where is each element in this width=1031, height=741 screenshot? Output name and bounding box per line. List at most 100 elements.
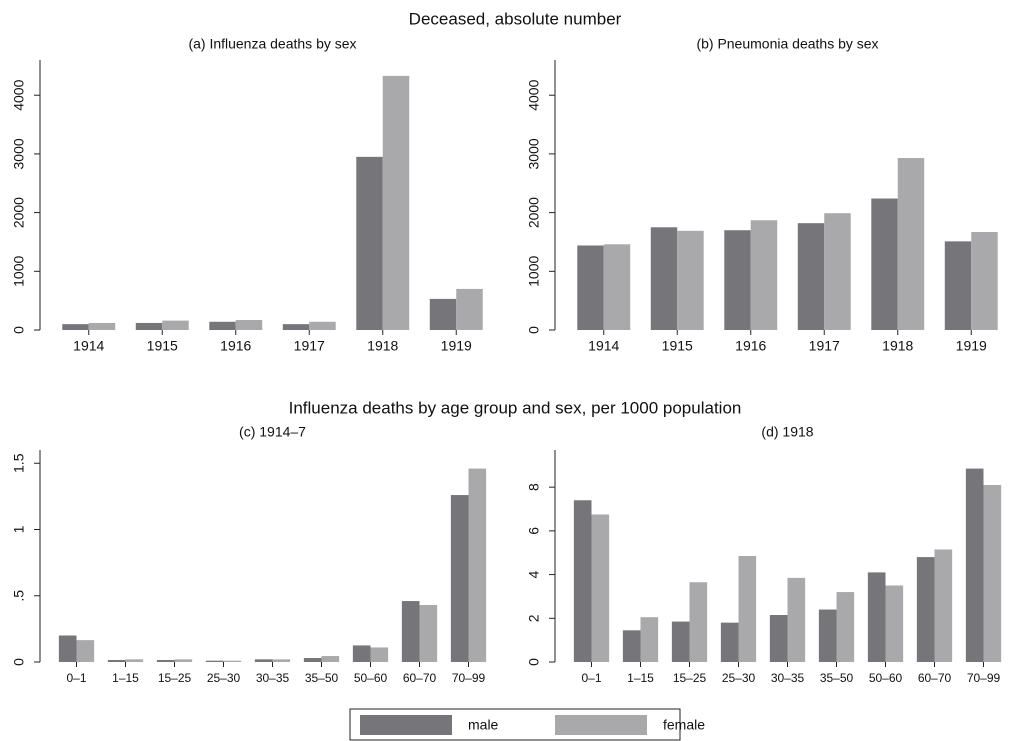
bar	[88, 322, 116, 330]
x-tick-label: 1914	[73, 338, 104, 354]
bar	[622, 630, 641, 662]
bar	[382, 75, 410, 330]
legend-label: male	[468, 717, 499, 733]
bar	[750, 220, 778, 330]
y-tick-label: 0	[526, 326, 542, 334]
bar	[720, 622, 739, 662]
x-tick-label: 0–1	[581, 671, 601, 685]
legend-box	[349, 708, 681, 741]
y-tick-label: 1000	[526, 256, 542, 287]
y-tick-label: 4	[526, 570, 542, 578]
bar	[769, 615, 788, 662]
bar	[235, 320, 263, 330]
bar	[650, 227, 678, 330]
bar	[867, 572, 886, 662]
bar	[356, 156, 383, 330]
y-tick-label: 4000	[11, 79, 27, 110]
bar	[724, 230, 751, 330]
x-tick-label: 25–30	[722, 671, 756, 685]
x-tick-label: 1919	[441, 338, 472, 354]
bar	[738, 556, 757, 662]
y-tick-label: 3000	[11, 138, 27, 169]
bar	[303, 658, 322, 662]
bar	[209, 321, 236, 330]
bar	[76, 640, 95, 662]
y-tick-label: 8	[526, 483, 542, 491]
x-tick-label: 30–35	[256, 671, 290, 685]
bar	[689, 582, 708, 662]
bar	[871, 198, 898, 330]
x-tick-label: 30–35	[771, 671, 805, 685]
bar	[573, 500, 592, 662]
x-tick-label: 1917	[294, 338, 325, 354]
bar	[254, 659, 273, 662]
y-tick-label: 1000	[11, 256, 27, 287]
bar	[156, 660, 175, 662]
y-tick-label: 0	[526, 658, 542, 666]
bar	[603, 244, 631, 330]
bar	[787, 577, 806, 662]
bar	[818, 609, 837, 662]
bar	[419, 605, 438, 662]
bar	[370, 647, 389, 662]
x-tick-label: 70–99	[967, 671, 1001, 685]
x-tick-label: 15–25	[158, 671, 192, 685]
x-tick-label: 1916	[220, 338, 251, 354]
chart-title: (d) 1918	[761, 424, 813, 440]
bar	[971, 231, 998, 330]
bar	[162, 320, 189, 330]
x-tick-label: 25–30	[207, 671, 241, 685]
legend-swatch	[555, 715, 647, 735]
bar	[591, 514, 610, 662]
bar	[450, 495, 469, 662]
x-tick-label: 1914	[588, 338, 619, 354]
y-tick-label: .5	[11, 590, 27, 602]
y-tick-label: 2000	[11, 197, 27, 228]
bar	[282, 324, 310, 330]
x-tick-label: 70–99	[452, 671, 486, 685]
bar	[916, 557, 935, 662]
x-tick-label: 0–1	[66, 671, 86, 685]
x-tick-label: 60–70	[403, 671, 437, 685]
x-tick-label: 35–50	[820, 671, 854, 685]
x-tick-label: 1–15	[627, 671, 654, 685]
x-tick-label: 50–60	[354, 671, 388, 685]
bar	[58, 635, 77, 662]
bar	[677, 230, 704, 330]
bar	[671, 621, 690, 662]
y-tick-label: 1	[11, 525, 27, 533]
bar	[309, 321, 336, 330]
x-tick-label: 1915	[147, 338, 178, 354]
y-tick-label: 3000	[526, 138, 542, 169]
bar	[468, 468, 487, 662]
x-tick-label: 1917	[809, 338, 840, 354]
bar	[62, 324, 89, 330]
x-tick-label: 1919	[956, 338, 987, 354]
section-title: Deceased, absolute number	[409, 9, 622, 28]
bar	[135, 322, 163, 330]
x-tick-label: 1915	[662, 338, 693, 354]
x-tick-label: 1–15	[112, 671, 139, 685]
bar	[272, 659, 291, 662]
bar	[965, 468, 984, 662]
bar	[205, 660, 224, 662]
y-tick-label: 0	[11, 326, 27, 334]
x-tick-label: 1916	[735, 338, 766, 354]
bar	[577, 245, 604, 330]
y-tick-label: 2	[526, 614, 542, 622]
x-tick-label: 60–70	[918, 671, 952, 685]
x-tick-label: 1918	[367, 338, 398, 354]
bar	[797, 223, 825, 330]
bar	[885, 585, 904, 662]
bar	[824, 213, 851, 330]
chart-title: (a) Influenza deaths by sex	[188, 36, 356, 52]
bar	[107, 660, 126, 662]
bar	[125, 659, 144, 662]
y-tick-label: 4000	[526, 79, 542, 110]
x-tick-label: 1918	[882, 338, 913, 354]
bar	[640, 617, 659, 662]
y-tick-label: 1.5	[11, 453, 27, 473]
bar	[456, 288, 483, 330]
bar	[836, 592, 855, 662]
bar	[321, 656, 340, 662]
